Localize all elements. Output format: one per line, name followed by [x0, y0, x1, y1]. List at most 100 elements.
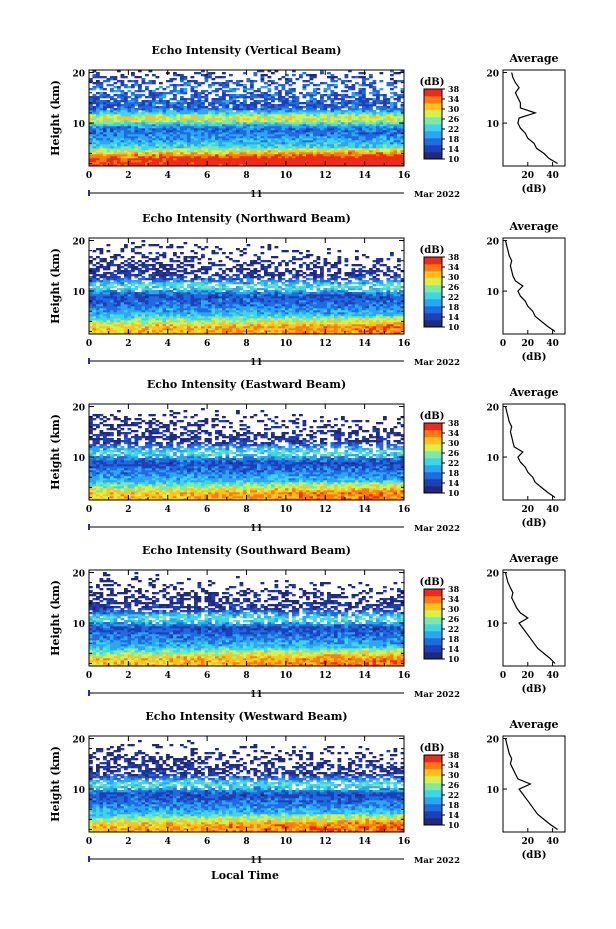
heatmap-cell — [288, 152, 293, 155]
heatmap-cell — [96, 158, 100, 161]
heatmap-cell — [208, 160, 212, 163]
heatmap-cell — [180, 114, 184, 117]
heatmap-cell — [362, 310, 366, 313]
heatmap-cell — [89, 126, 93, 129]
heatmap-cell — [271, 316, 275, 319]
heatmap-cell — [288, 308, 293, 311]
heatmap-cell — [190, 118, 195, 121]
heatmap-cell — [138, 322, 142, 325]
heatmap-cell — [246, 306, 251, 309]
heatmap-cell — [257, 128, 261, 131]
heatmap-cell — [180, 328, 184, 331]
heatmap-cell — [281, 318, 286, 321]
heatmap-cell — [117, 142, 121, 145]
heatmap-cell — [138, 136, 142, 139]
heatmap-cell — [257, 138, 261, 141]
heatmap-cell — [106, 126, 111, 129]
heatmap-cell — [285, 112, 289, 115]
heatmap-cell — [369, 128, 373, 131]
heatmap-cell — [239, 122, 244, 125]
heatmap-cell — [208, 322, 212, 325]
heatmap-cell — [358, 94, 363, 97]
heatmap-cell — [383, 102, 387, 105]
heatmap-cell — [120, 140, 125, 143]
heatmap-cell — [376, 90, 380, 93]
heatmap-cell — [225, 322, 230, 325]
heatmap-cell — [218, 154, 223, 157]
heatmap-cell — [327, 142, 331, 145]
heatmap-cell — [134, 82, 139, 85]
heatmap-cell — [253, 122, 258, 125]
heatmap-cell — [127, 306, 132, 309]
heatmap-cell — [313, 112, 317, 115]
heatmap-cell — [218, 126, 223, 129]
heatmap-cell — [348, 136, 352, 139]
heatmap-cell — [372, 124, 377, 127]
heatmap-cell — [264, 146, 268, 149]
heatmap-cell — [96, 106, 100, 109]
heatmap-cell — [288, 114, 293, 117]
heatmap-cell — [117, 320, 121, 323]
heatmap-cell — [379, 310, 384, 313]
heatmap-cell — [257, 96, 261, 99]
heatmap-cell — [292, 128, 296, 131]
heatmap-cell — [131, 134, 135, 137]
heatmap-cell — [187, 118, 191, 121]
heatmap-cell — [264, 306, 268, 309]
heatmap-cell — [232, 118, 237, 121]
heatmap-cell — [134, 152, 139, 155]
heatmap-cell — [218, 138, 223, 141]
heatmap-cell — [117, 146, 121, 149]
heatmap-cell — [239, 120, 244, 123]
heatmap-cell — [141, 94, 146, 97]
heatmap-cell — [379, 106, 384, 109]
heatmap-cell — [355, 164, 359, 167]
heatmap-cell — [302, 326, 307, 329]
heatmap-cell — [295, 110, 300, 113]
heatmap-cell — [194, 124, 198, 127]
heatmap-cell — [215, 154, 219, 157]
heatmap-cell — [348, 154, 352, 157]
heatmap-cell — [187, 332, 191, 335]
heatmap-cell — [159, 154, 163, 157]
heatmap-cell — [341, 156, 345, 159]
heatmap-cell — [215, 146, 219, 149]
heatmap-cell — [351, 310, 356, 313]
heatmap-cell — [271, 324, 275, 327]
heatmap-cell — [316, 144, 321, 147]
heatmap-cell — [369, 92, 373, 95]
heatmap-cell — [96, 136, 100, 139]
heatmap-cell — [176, 308, 181, 311]
heatmap-cell — [320, 310, 324, 313]
heatmap-cell — [232, 330, 237, 333]
heatmap-cell — [152, 112, 156, 115]
heatmap-cell — [201, 304, 205, 307]
heatmap-cell — [183, 158, 188, 161]
heatmap-cell — [358, 308, 363, 311]
heatmap-cell — [239, 130, 244, 133]
heatmap-cell — [379, 332, 384, 335]
heatmap-cell — [292, 144, 296, 147]
heatmap-cell — [386, 84, 391, 87]
heatmap-cell — [204, 126, 209, 129]
heatmap-cell — [302, 306, 307, 309]
heatmap-cell — [393, 326, 398, 329]
heatmap-cell — [117, 86, 121, 89]
heatmap-cell — [278, 108, 282, 111]
heatmap-cell — [187, 156, 191, 159]
heatmap-cell — [309, 146, 314, 149]
colorbar-band — [424, 152, 442, 160]
heatmap-cell — [218, 114, 223, 117]
heatmap-cell — [152, 306, 156, 309]
heatmap-cell — [344, 122, 349, 125]
heatmap-cell — [348, 306, 352, 309]
heatmap-cell — [215, 160, 219, 163]
heatmap-cell — [309, 100, 314, 103]
heatmap-cell — [103, 162, 107, 165]
heatmap-cell — [323, 118, 328, 121]
heatmap-cell — [89, 124, 93, 127]
heatmap-cell — [169, 132, 174, 135]
heatmap-cell — [232, 100, 237, 103]
heatmap-cell — [271, 150, 275, 153]
heatmap-cell — [96, 164, 100, 167]
